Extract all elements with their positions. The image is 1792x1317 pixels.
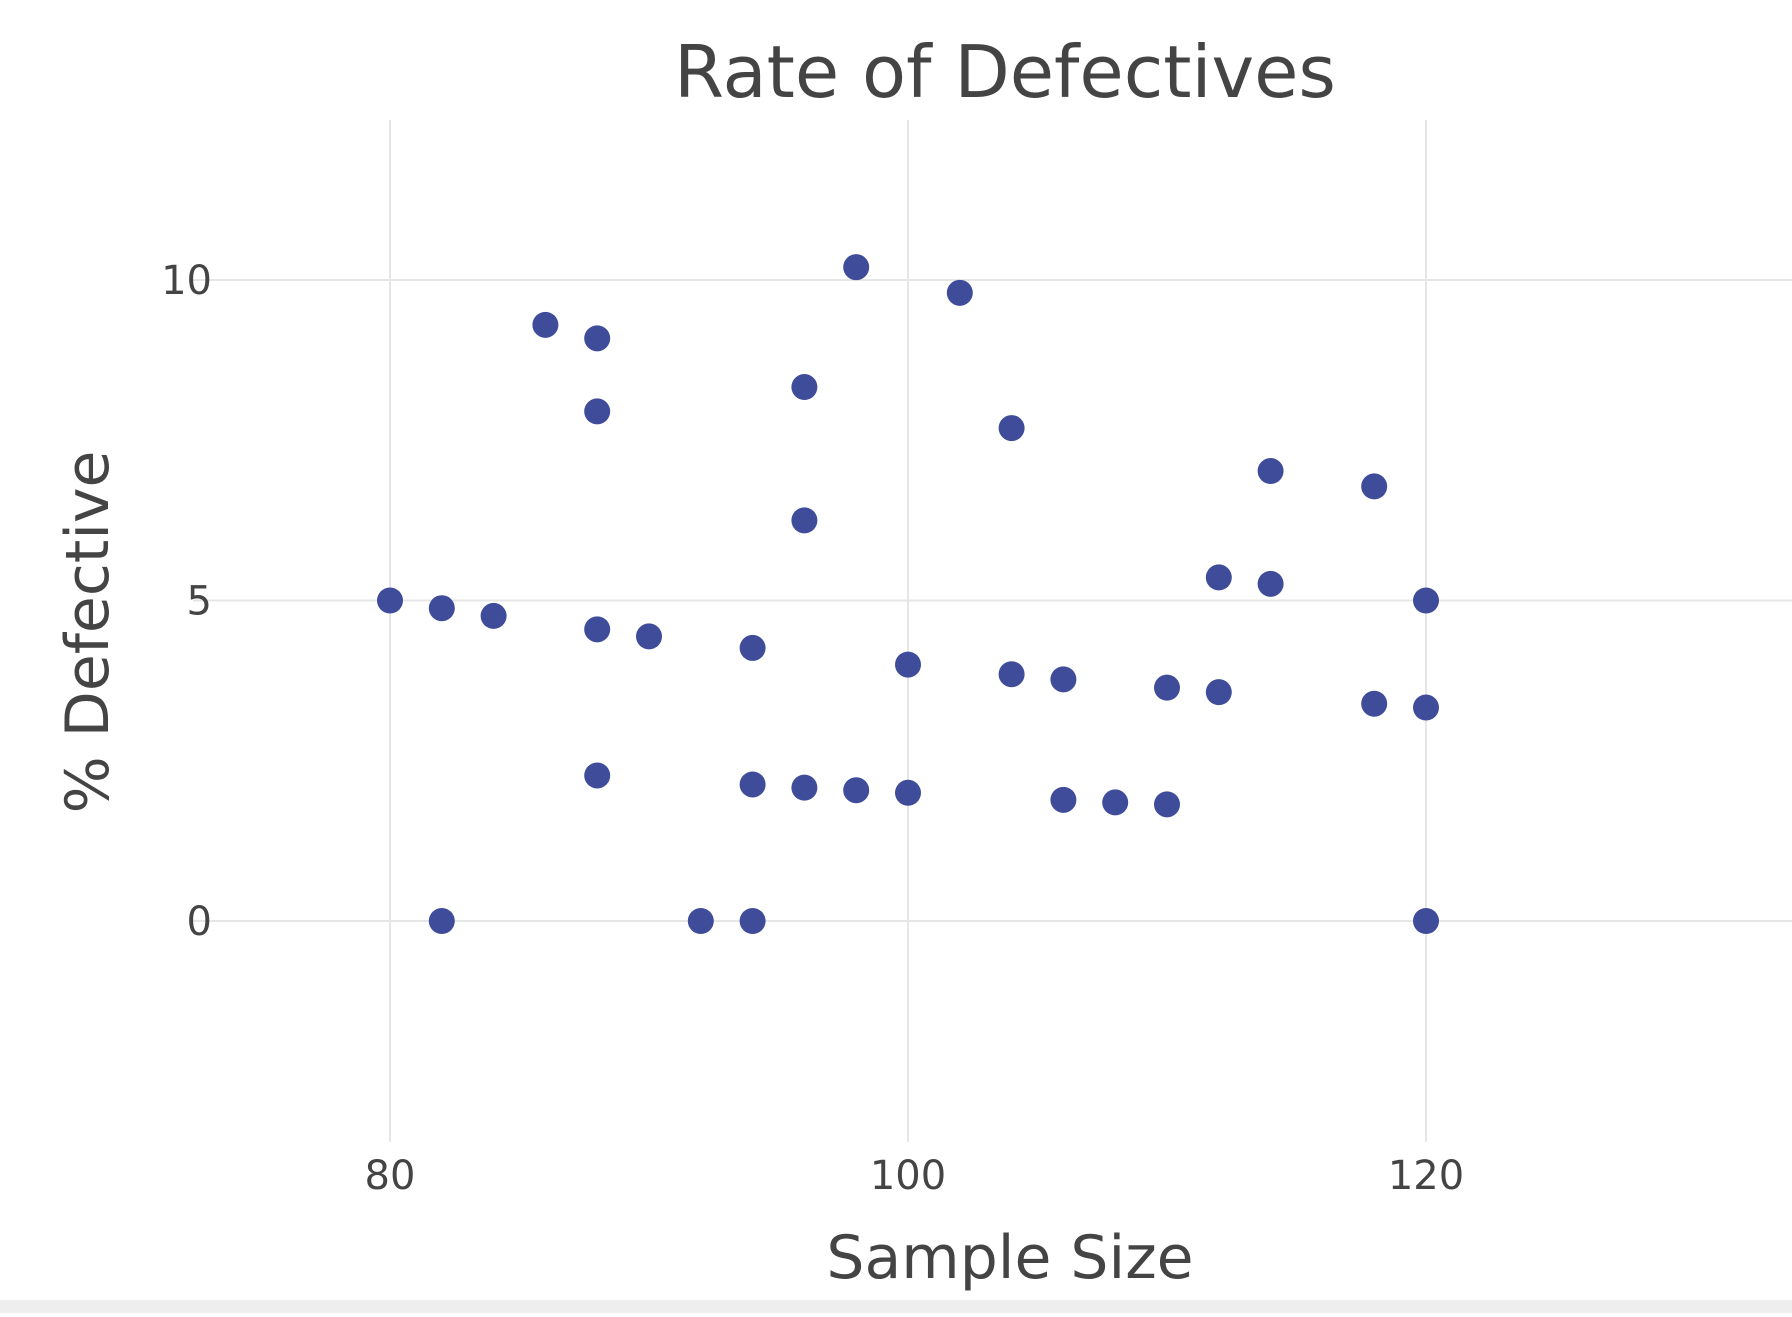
data-point[interactable] [428, 908, 455, 934]
data-point[interactable] [1154, 674, 1180, 701]
data-point[interactable] [428, 595, 455, 622]
data-point[interactable] [1257, 458, 1284, 485]
data-point[interactable] [739, 908, 766, 934]
data-point[interactable] [584, 616, 611, 643]
data-point[interactable] [791, 507, 818, 534]
data-point[interactable] [895, 651, 921, 678]
grid-layer [193, 120, 1792, 1142]
data-point[interactable] [532, 311, 559, 338]
bottom-scrollbar-strip [0, 1300, 1792, 1313]
data-point[interactable] [998, 415, 1025, 442]
data-point[interactable] [584, 325, 611, 352]
data-point[interactable] [739, 771, 766, 798]
data-point[interactable] [584, 762, 611, 789]
data-point[interactable] [480, 602, 507, 629]
data-point[interactable] [1050, 666, 1077, 693]
y-tick-label: 0 [187, 899, 212, 945]
ticks-layer: 80 100 120 0 5 10 [161, 258, 1464, 1199]
data-point[interactable] [791, 774, 818, 801]
x-tick-label: 80 [365, 1153, 416, 1199]
data-point[interactable] [1102, 789, 1129, 816]
data-point[interactable] [791, 374, 818, 401]
y-axis-title: % Defective [53, 451, 123, 814]
data-point[interactable] [739, 634, 766, 661]
data-point[interactable] [1413, 908, 1439, 934]
x-axis-title: Sample Size [826, 1223, 1193, 1293]
data-point[interactable] [1361, 473, 1388, 500]
x-tick-label: 100 [870, 1153, 946, 1199]
data-point[interactable] [584, 398, 611, 425]
data-point[interactable] [1205, 564, 1232, 591]
y-tick-label: 5 [187, 579, 212, 625]
data-point[interactable] [1154, 791, 1180, 818]
data-point[interactable] [1413, 587, 1439, 614]
data-point[interactable] [843, 254, 870, 281]
data-point[interactable] [1413, 694, 1439, 721]
data-point[interactable] [1050, 786, 1077, 813]
data-point[interactable] [895, 779, 921, 806]
data-point[interactable] [687, 908, 714, 934]
chart-title: Rate of Defectives [674, 30, 1336, 114]
data-point[interactable] [377, 587, 403, 614]
data-point[interactable] [1205, 679, 1232, 706]
data-point[interactable] [636, 623, 662, 650]
data-point[interactable] [1361, 690, 1388, 717]
data-point[interactable] [946, 279, 973, 306]
data-point[interactable] [843, 777, 870, 804]
points-layer [377, 254, 1439, 934]
data-point[interactable] [1257, 570, 1284, 597]
data-point[interactable] [998, 661, 1025, 688]
x-tick-label: 120 [1388, 1153, 1464, 1199]
y-tick-label: 10 [161, 258, 212, 304]
